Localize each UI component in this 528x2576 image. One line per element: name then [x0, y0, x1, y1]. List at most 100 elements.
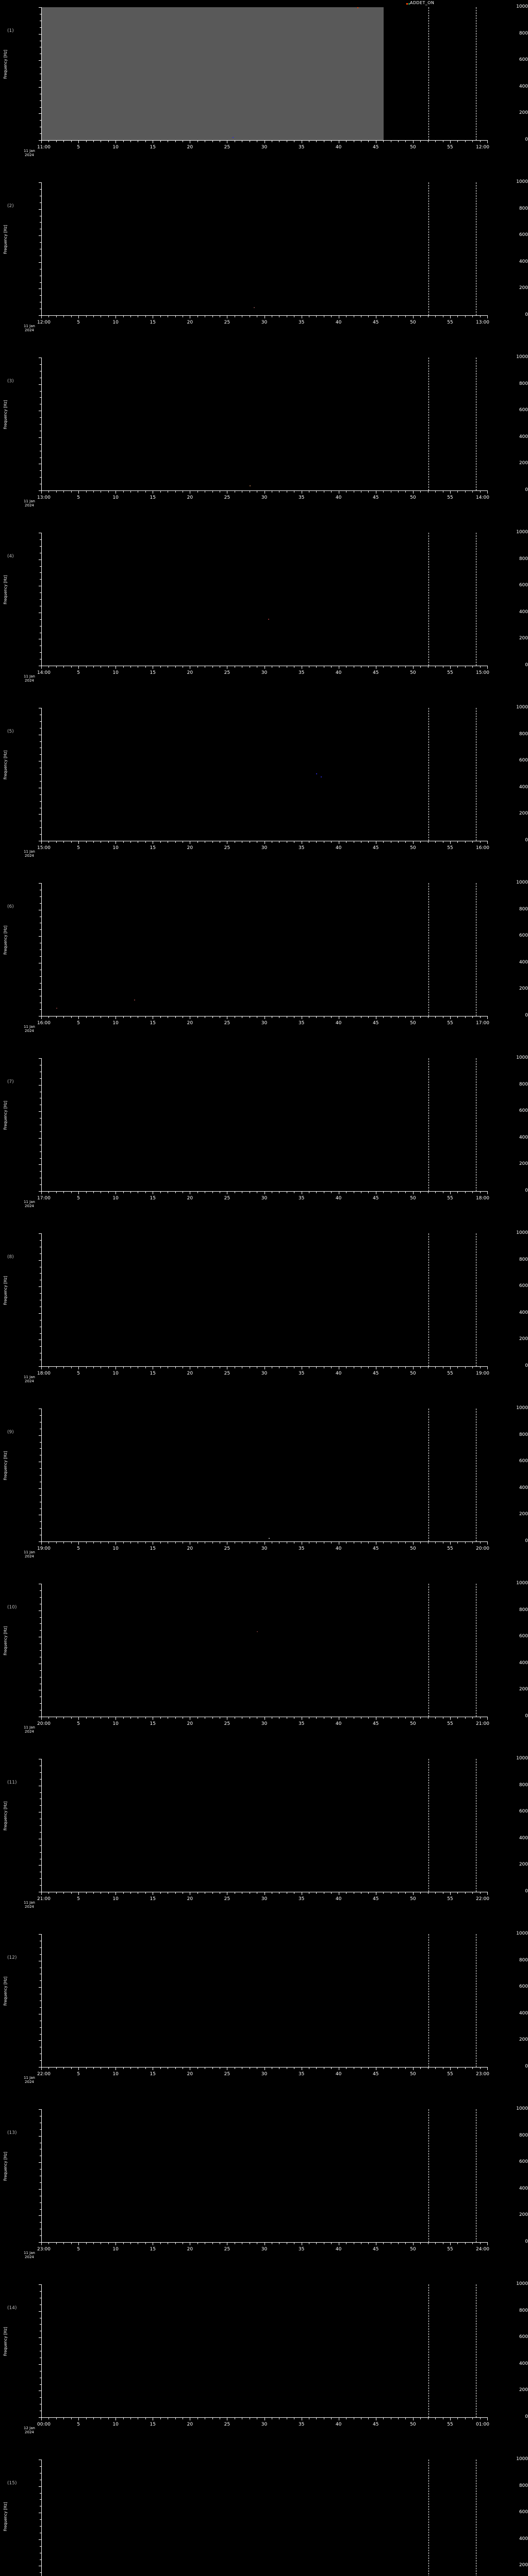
x-tick-label: 40 — [335, 1196, 342, 1201]
x-tick-mark-minor — [130, 1367, 131, 1368]
x-tick-mark-minor — [93, 1542, 94, 1544]
plot-area[interactable] — [41, 1409, 488, 1542]
x-tick-mark-minor — [420, 841, 421, 843]
plot-area[interactable] — [41, 358, 488, 491]
plot-area[interactable] — [41, 1759, 488, 1892]
x-tick-label: 15 — [150, 670, 156, 675]
plot-area[interactable] — [41, 1584, 488, 1717]
x-tick-label: 45 — [373, 2422, 379, 2427]
x-axis: 5 10 15 20 25 30 35 40 45 50 55 16:00 11 Jan 2024 17:… — [24, 1016, 489, 1034]
x-tick-mark — [450, 1717, 451, 1720]
x-tick-label: 10 — [112, 845, 119, 851]
x-tick-mark-minor — [212, 141, 213, 142]
x-tick-label: 25 — [224, 1546, 230, 1551]
y-tick-mark — [39, 1191, 41, 1192]
chart-panel: (4) Frequency [Hz] 0 200 400 600 800 1000 5 10 15 2… — [0, 530, 528, 708]
x-tick-label: 15 — [150, 1371, 156, 1376]
y-tick-label: 600 — [519, 2159, 528, 2165]
x-tick-label: 5 — [77, 1896, 80, 1902]
x-tick-mark-minor — [331, 1192, 332, 1193]
x-tick-mark-minor — [316, 1542, 317, 1544]
x-tick-mark-minor — [175, 1367, 176, 1368]
x-tick-mark-minor — [108, 1717, 109, 1719]
y-tick-mark-minor — [40, 417, 41, 418]
x-tick-label: 55 — [447, 495, 453, 500]
x-tick-mark-minor — [472, 141, 473, 142]
y-tick-label: 0 — [525, 1538, 528, 1544]
y-tick-mark — [39, 2417, 41, 2418]
y-tick-mark — [39, 1987, 41, 1988]
plot-area[interactable] — [41, 533, 488, 666]
x-tick-mark-minor — [331, 2067, 332, 2069]
x-tick-mark-minor — [212, 2243, 213, 2244]
y-tick-label: 200 — [519, 2037, 528, 2043]
x-tick-label: 15 — [150, 1196, 156, 1201]
x-tick-label: 55 — [447, 2072, 453, 2077]
y-tick-mark-minor — [40, 2235, 41, 2236]
x-tick-mark-minor — [420, 316, 421, 317]
x-tick-mark-minor — [480, 666, 481, 668]
y-tick-label: 200 — [519, 2563, 528, 2568]
detection-marker — [249, 485, 251, 486]
plot-area[interactable] — [41, 1058, 488, 1192]
plot-area[interactable] — [41, 2284, 488, 2418]
y-tick-mark-minor — [40, 801, 41, 802]
time-marker-line — [428, 1584, 429, 1717]
plot-area[interactable] — [41, 1934, 488, 2067]
y-tick-label: 0 — [525, 2414, 528, 2419]
x-tick-label: 25 — [224, 1021, 230, 1026]
y-tick-mark-minor — [40, 1630, 41, 1631]
x-tick-label: 20 — [187, 1896, 193, 1902]
y-tick-mark-minor — [40, 1590, 41, 1591]
x-tick-mark-minor — [398, 1016, 399, 1018]
x-tick-mark-minor — [405, 1717, 406, 1719]
x-tick-label: 5 — [77, 495, 80, 500]
x-tick-mark-minor — [383, 1892, 384, 1894]
y-tick-mark — [39, 113, 41, 114]
plot-area[interactable] — [41, 182, 488, 316]
x-axis: 5 10 15 20 25 30 35 40 45 50 55 21:00 11 Jan 2024 22:… — [24, 1892, 489, 1910]
x-tick-label: 25 — [224, 670, 230, 675]
plot-area[interactable] — [41, 2460, 488, 2576]
panel-index-label: (1) — [7, 28, 14, 34]
x-axis-date-label: 11 Jan 2024 — [24, 1901, 35, 1909]
x-tick-label: 5 — [77, 2422, 80, 2427]
x-tick-label: 20 — [187, 495, 193, 500]
plot-area[interactable] — [41, 708, 488, 841]
y-tick-mark-minor — [40, 956, 41, 957]
x-tick-mark — [41, 316, 42, 318]
x-tick-mark-minor — [435, 1892, 436, 1894]
y-tick-mark — [39, 235, 41, 236]
y-tick-label: 400 — [519, 434, 528, 439]
chart-panel: (7) Frequency [Hz] 0 200 400 600 800 1000 5 10 15 2… — [0, 1056, 528, 1233]
x-axis-end-time: 23:00 — [476, 2072, 489, 2077]
y-tick-label: 400 — [519, 2010, 528, 2016]
x-axis-start-time: 18:00 — [37, 1371, 51, 1376]
plot-area[interactable] — [41, 7, 488, 141]
plot-area[interactable] — [41, 2109, 488, 2243]
x-axis: 5 10 15 20 25 30 35 40 45 50 55 17:00 11 Jan 2024 18:… — [24, 1192, 489, 1209]
x-tick-mark-minor — [398, 841, 399, 843]
x-tick-mark-minor — [86, 2243, 87, 2244]
x-tick-mark-minor — [160, 1367, 161, 1368]
x-tick-mark — [450, 2418, 451, 2420]
x-tick-mark-minor — [93, 1892, 94, 1894]
x-axis-start-time: 17:00 — [37, 1196, 51, 1201]
y-tick-mark-minor — [40, 107, 41, 108]
x-tick-label: 55 — [447, 1021, 453, 1026]
x-tick-mark-minor — [465, 1717, 466, 1719]
y-tick-label: 600 — [519, 1809, 528, 1815]
x-tick-mark-minor — [435, 1542, 436, 1544]
y-tick-mark — [39, 1233, 41, 1234]
x-tick-mark-minor — [435, 1717, 436, 1719]
panel-index-label: (8) — [7, 1255, 14, 1260]
y-tick-mark-minor — [40, 1650, 41, 1651]
plot-area[interactable] — [41, 883, 488, 1016]
plot-area[interactable] — [41, 1233, 488, 1367]
chart-panel: (2) Frequency [Hz] 0 200 400 600 800 1000 5 10 15 2… — [0, 180, 528, 358]
chart-panel: (5) Frequency [Hz] 0 200 400 600 800 1000 5 10 15 2… — [0, 705, 528, 883]
x-tick-label: 35 — [298, 1196, 305, 1201]
x-tick-label: 40 — [335, 1021, 342, 1026]
y-tick-mark-minor — [40, 903, 41, 904]
x-tick-label: 5 — [77, 1546, 80, 1551]
